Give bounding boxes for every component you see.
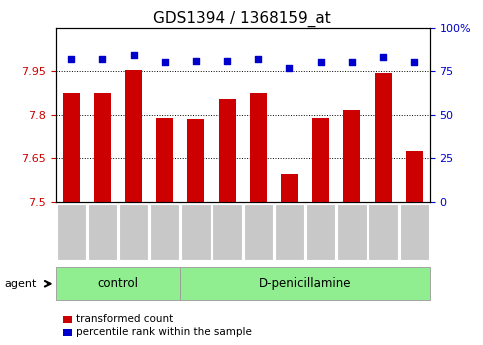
Bar bbox=[125, 70, 142, 202]
Point bbox=[285, 65, 293, 70]
Bar bbox=[218, 99, 236, 202]
Bar bbox=[94, 93, 111, 202]
Bar bbox=[281, 174, 298, 202]
Bar bbox=[312, 118, 329, 202]
Bar bbox=[156, 118, 173, 202]
Text: GSM61812: GSM61812 bbox=[223, 205, 232, 254]
Bar bbox=[63, 93, 80, 202]
Text: agent: agent bbox=[5, 279, 37, 289]
Text: percentile rank within the sample: percentile rank within the sample bbox=[76, 327, 252, 337]
Bar bbox=[343, 110, 360, 202]
Text: control: control bbox=[98, 277, 139, 290]
Point bbox=[99, 56, 106, 62]
Point bbox=[348, 60, 356, 65]
Text: transformed count: transformed count bbox=[76, 315, 173, 324]
Text: GSM61810: GSM61810 bbox=[160, 205, 169, 254]
Bar bbox=[250, 93, 267, 202]
Text: GSM61808: GSM61808 bbox=[98, 205, 107, 254]
Point bbox=[67, 56, 75, 62]
Text: GSM61816: GSM61816 bbox=[347, 205, 356, 254]
Text: GDS1394 / 1368159_at: GDS1394 / 1368159_at bbox=[153, 10, 330, 27]
Text: D-penicillamine: D-penicillamine bbox=[259, 277, 351, 290]
Bar bbox=[406, 151, 423, 202]
Text: GSM61811: GSM61811 bbox=[191, 205, 200, 254]
Text: GSM61807: GSM61807 bbox=[67, 205, 76, 254]
Point bbox=[255, 56, 262, 62]
Point bbox=[192, 58, 200, 63]
Point bbox=[379, 55, 387, 60]
Text: GSM61814: GSM61814 bbox=[285, 205, 294, 254]
Point bbox=[129, 53, 137, 58]
Point bbox=[411, 60, 418, 65]
Point bbox=[161, 60, 169, 65]
Point bbox=[223, 58, 231, 63]
Point bbox=[317, 60, 325, 65]
Text: GSM61813: GSM61813 bbox=[254, 205, 263, 254]
Bar bbox=[374, 72, 392, 202]
Text: GSM61818: GSM61818 bbox=[410, 205, 419, 254]
Text: GSM61817: GSM61817 bbox=[379, 205, 387, 254]
Text: GSM61815: GSM61815 bbox=[316, 205, 325, 254]
Bar bbox=[187, 119, 204, 202]
Text: GSM61809: GSM61809 bbox=[129, 205, 138, 254]
